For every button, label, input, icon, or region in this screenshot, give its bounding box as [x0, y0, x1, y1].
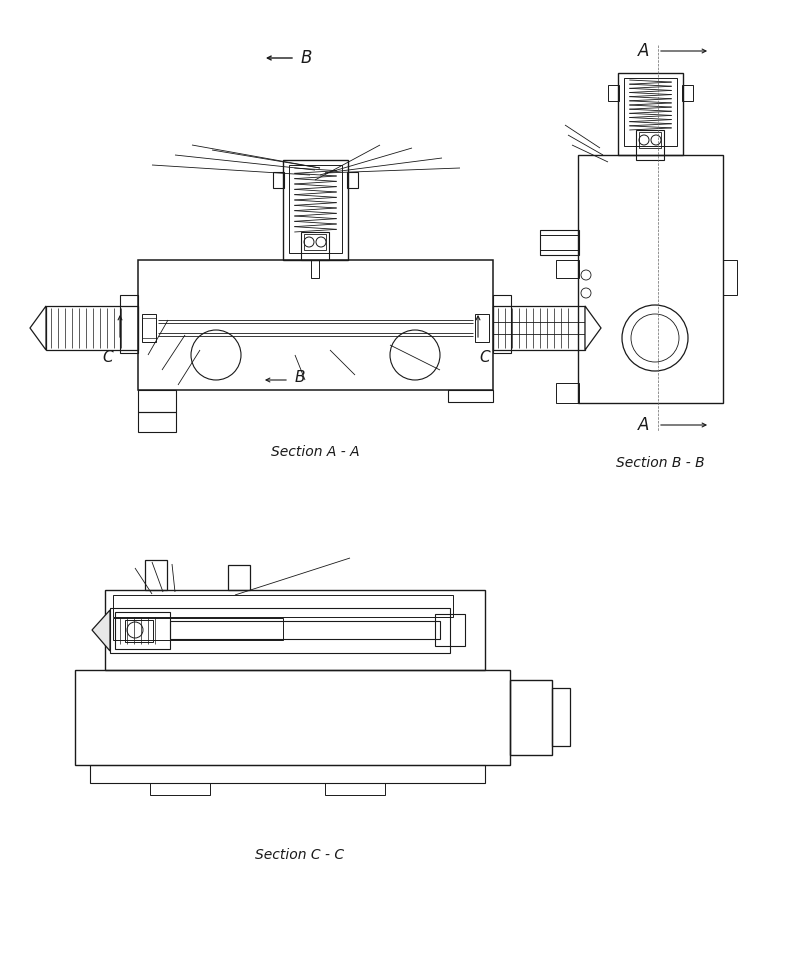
Bar: [273, 172, 284, 188]
Bar: [636, 130, 664, 160]
Bar: [283, 160, 348, 260]
Bar: [639, 132, 661, 148]
Bar: [493, 295, 511, 353]
Text: B: B: [300, 49, 312, 67]
Bar: [113, 595, 453, 617]
Bar: [301, 232, 329, 260]
Bar: [556, 260, 579, 278]
Bar: [608, 85, 619, 101]
Polygon shape: [30, 306, 46, 350]
Bar: [435, 614, 465, 646]
Polygon shape: [92, 610, 110, 651]
Bar: [475, 314, 489, 342]
Bar: [138, 390, 176, 412]
Bar: [46, 306, 138, 350]
Bar: [170, 621, 440, 639]
Bar: [618, 73, 683, 155]
Bar: [304, 234, 326, 250]
Bar: [115, 612, 170, 649]
Bar: [142, 318, 156, 338]
Bar: [113, 618, 283, 640]
Bar: [682, 85, 693, 101]
Bar: [624, 78, 677, 146]
Bar: [289, 165, 342, 253]
Bar: [110, 608, 450, 653]
Bar: [105, 590, 485, 670]
Bar: [145, 560, 167, 590]
Bar: [448, 390, 493, 402]
Bar: [347, 172, 358, 188]
Text: Section B - B: Section B - B: [615, 456, 704, 470]
Bar: [142, 314, 156, 342]
Bar: [90, 765, 485, 783]
Polygon shape: [585, 306, 601, 350]
Text: B: B: [295, 371, 305, 385]
Bar: [325, 783, 385, 795]
Bar: [578, 155, 723, 403]
Bar: [150, 783, 210, 795]
Text: A: A: [638, 416, 649, 434]
Text: Section C - C: Section C - C: [256, 848, 345, 862]
Bar: [311, 260, 319, 278]
Bar: [510, 680, 552, 755]
Bar: [228, 565, 250, 590]
Text: Section A - A: Section A - A: [271, 445, 360, 459]
Bar: [125, 620, 153, 642]
Bar: [493, 306, 585, 350]
Bar: [138, 412, 176, 432]
Bar: [138, 260, 493, 390]
Bar: [556, 383, 579, 403]
Bar: [75, 670, 510, 765]
Bar: [723, 260, 737, 295]
Text: A: A: [638, 42, 649, 60]
Bar: [540, 230, 579, 255]
Bar: [120, 295, 138, 353]
Text: C: C: [103, 350, 113, 364]
Bar: [552, 688, 570, 746]
Text: C: C: [480, 350, 490, 364]
